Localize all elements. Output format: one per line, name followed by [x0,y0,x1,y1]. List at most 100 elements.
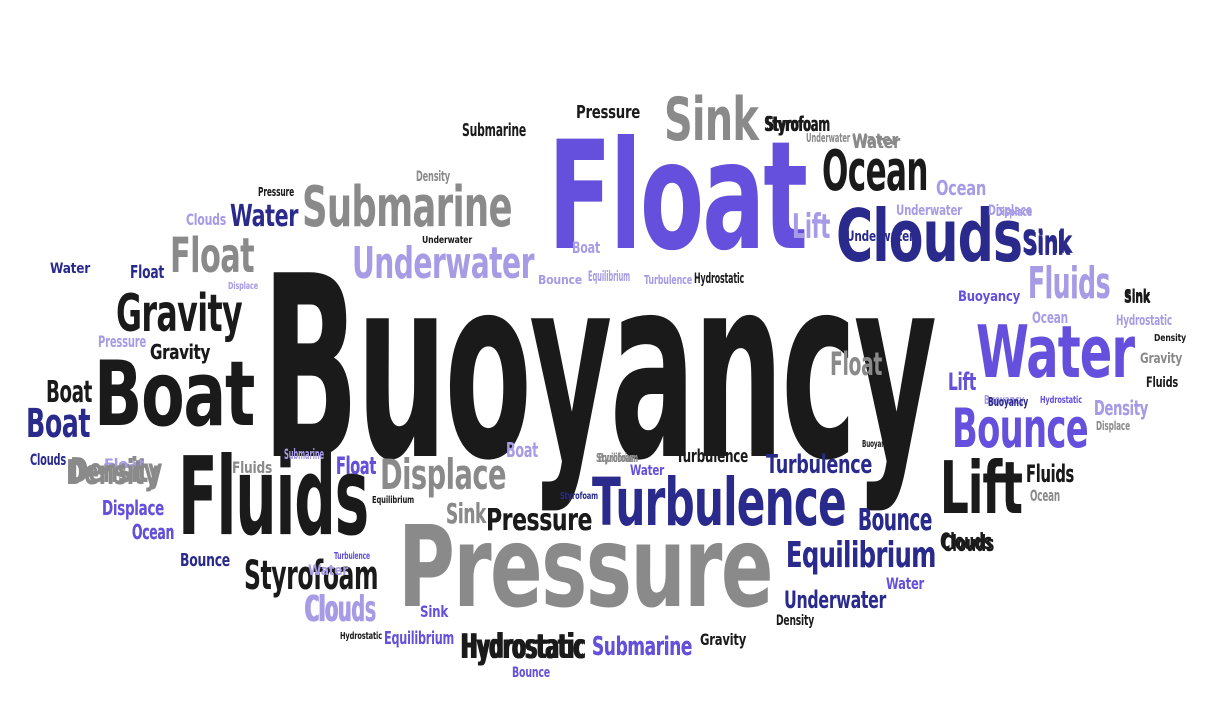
cloud-word-styrofoam: Styrofoam [766,112,830,136]
cloud-word-boat: Boat [46,375,93,410]
cloud-word-hydrostatic: Hydrostatic [462,627,586,667]
cloud-word-fluids: Fluids [178,435,369,560]
cloud-word-density: Density [70,451,162,491]
cloud-word-density: Density [66,453,158,493]
cloud-word-density: Density [1094,396,1149,420]
cloud-word-boat: Boat [572,238,601,257]
cloud-word-submarine: Submarine [302,175,513,240]
cloud-word-styrofoam: Styrofoam [244,553,379,599]
cloud-word-fluids: Fluids [1028,258,1111,309]
cloud-word-pressure: Pressure [98,332,147,351]
cloud-word-turbulence: Turbulence [676,446,749,467]
cloud-word-fluids: Fluids [1146,375,1179,391]
cloud-word-sink: Sink [446,497,486,530]
cloud-word-ocean: Ocean [132,520,174,544]
cloud-word-water: Water [852,130,898,149]
cloud-word-density: Density [1094,396,1149,420]
cloud-word-lift: Lift [948,368,976,396]
cloud-word-water: Water [308,563,349,579]
cloud-word-water: Water [630,463,665,479]
cloud-word-sink: Sink [446,497,486,530]
cloud-word-gravity: Gravity [1140,351,1183,367]
cloud-word-boat: Boat [506,438,538,462]
cloud-word-equilibrium: Equilibrium [384,628,455,649]
cloud-word-density: Density [776,613,814,629]
cloud-word-water: Water [230,199,299,234]
cloud-word-water: Water [976,310,1135,394]
cloud-word-bounce: Bounce [180,550,230,571]
cloud-word-equilibrium: Equilibrium [598,451,638,465]
cloud-word-clouds: Clouds [940,530,993,555]
cloud-word-submarine: Submarine [462,120,527,141]
cloud-word-hydrostatic: Hydrostatic [340,631,383,642]
cloud-word-fluids: Fluids [1026,460,1074,488]
cloud-word-lift: Lift [940,446,1023,530]
cloud-word-hydrostatic: Hydrostatic [1040,395,1083,406]
cloud-word-buoyancy: Buoyancy [958,289,1020,305]
cloud-word-styrofoam: Styrofoam [596,451,638,465]
cloud-word-displace: Displace [102,496,164,520]
cloud-word-bounce: Bounce [512,665,551,681]
cloud-word-underwater: Underwater [352,238,534,289]
cloud-word-float: Float [336,452,377,480]
cloud-word-displace: Displace [228,281,258,292]
cloud-word-displace: Displace [102,496,164,520]
cloud-word-turbulence: Turbulence [592,464,847,541]
cloud-word-sink: Sink [420,602,449,621]
cloud-word-hydrostatic: Hydrostatic [1116,313,1172,329]
cloud-word-pressure: Pressure [486,503,592,538]
cloud-word-styrofoam: Styrofoam [764,112,831,136]
cloud-word-bounce: Bounce [952,397,1089,460]
cloud-word-float: Float [548,110,808,284]
cloud-word-underwater: Underwater [422,235,472,246]
cloud-word-underwater: Underwater [846,229,915,245]
cloud-word-sink: Sink [1022,223,1073,261]
cloud-word-turbulence: Turbulence [334,551,370,562]
cloud-word-bounce: Bounce [858,503,933,538]
cloud-word-equilibrium: Equilibrium [786,535,936,576]
cloud-word-sink: Sink [1124,286,1151,307]
cloud-word-density: Density [1154,333,1186,344]
cloud-word-fluids: Fluids [1028,258,1111,309]
cloud-word-displace: Displace [988,203,1032,219]
cloud-word-fluids: Fluids [1026,460,1074,488]
cloud-word-clouds: Clouds [304,589,376,630]
cloud-word-styrofoam: Styrofoam [560,491,599,502]
cloud-word-water: Water [50,261,91,277]
cloud-word-underwater: Underwater [896,203,963,219]
cloud-word-float: Float [130,262,165,283]
cloud-word-hydrostatic: Hydrostatic [694,271,745,287]
cloud-word-bounce: Bounce [858,503,933,538]
cloud-word-fluids: Fluids [232,458,273,477]
cloud-word-displace: Displace [380,450,506,499]
cloud-word-lift: Lift [948,368,976,396]
cloud-word-ocean: Ocean [132,520,174,544]
cloud-word-sink: Sink [1124,288,1151,307]
cloud-word-lift: Lift [792,207,830,247]
cloud-word-ocean: Ocean [936,176,987,200]
cloud-word-ocean: Ocean [822,139,929,204]
cloud-word-gravity: Gravity [150,340,210,364]
cloud-word-underwater: Underwater [806,131,851,145]
cloud-word-bounce: Bounce [538,273,582,287]
cloud-word-submarine: Submarine [592,632,693,662]
cloud-word-submarine: Submarine [284,447,324,463]
cloud-word-float: Float [336,452,377,480]
cloud-word-equilibrium: Equilibrium [588,269,631,285]
cloud-word-clouds: Clouds [942,532,995,557]
cloud-word-underwater: Underwater [784,586,887,614]
cloud-word-lift: Lift [940,446,1023,530]
cloud-word-boat: Boat [94,342,255,447]
cloud-word-pressure: Pressure [576,102,641,123]
cloud-word-water: Water [852,132,900,153]
cloud-word-boat: Boat [26,401,90,447]
cloud-word-pressure: Pressure [258,185,295,199]
cloud-word-displace: Displace [996,205,1032,219]
cloud-word-equilibrium: Equilibrium [786,535,936,576]
cloud-word-sink: Sink [1024,225,1070,263]
cloud-word-equilibrium: Equilibrium [372,495,415,506]
cloud-word-float: Float [104,457,145,473]
cloud-word-buoyancy: Buoyancy [862,439,893,450]
cloud-word-gravity: Gravity [150,340,210,364]
